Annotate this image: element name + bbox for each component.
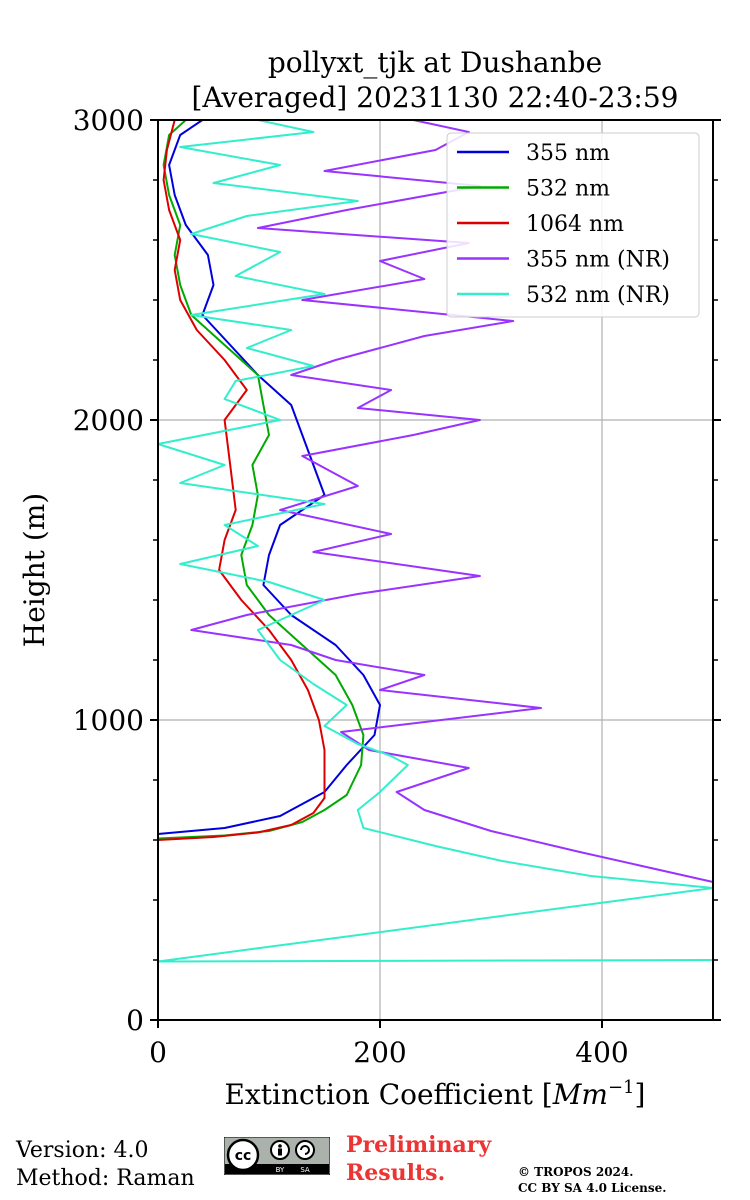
series-line-0: [157, 119, 381, 835]
series-line-2: [157, 119, 326, 841]
y-tick-label: 1000: [73, 704, 144, 737]
legend-label: 355 nm: [526, 141, 610, 166]
plot-frame: [157, 119, 714, 1021]
preliminary-text-line2: Results.: [346, 1160, 446, 1186]
legend-label: 532 nm (NR): [526, 283, 670, 308]
x-tick-label: 0: [149, 1036, 167, 1069]
axis-ticks: 0 200 400 0 1000 2000 3000: [73, 104, 721, 1069]
series-layer: [157, 119, 714, 963]
legend: 355 nm 532 nm 1064 nm 355 nm (NR) 532 nm (NR…: [446, 132, 700, 318]
sa-text: SA: [300, 1166, 310, 1174]
cc-by-sa-icon: cc BY SA: [224, 1137, 330, 1175]
method-text: Method: Raman: [16, 1166, 195, 1191]
x-axis-label: Extinction Coefficient [Mm−1]: [225, 1077, 646, 1111]
chart-title-line2: [Averaged] 20231130 22:40-23:59: [192, 81, 679, 114]
x-axis-label-exp: −1: [608, 1077, 635, 1098]
y-tick-label: 3000: [73, 104, 144, 137]
copyright-line2: CC BY SA 4.0 License.: [518, 1181, 667, 1195]
y-tick-label: 2000: [73, 404, 144, 437]
x-tick-label: 400: [575, 1036, 628, 1069]
x-axis-label-unit: Mm: [552, 1078, 608, 1111]
version-text: Version: 4.0: [16, 1138, 149, 1163]
legend-label: 1064 nm: [526, 212, 624, 237]
x-tick-label: 200: [353, 1036, 406, 1069]
extinction-chart: pollyxt_tjk at Dushanbe [Averaged] 20231…: [18, 46, 721, 1111]
legend-label: 355 nm (NR): [526, 248, 670, 273]
x-axis-label-close: ]: [635, 1078, 646, 1111]
copyright-line1: © TROPOS 2024.: [518, 1165, 634, 1179]
x-axis-label-text: Extinction Coefficient [: [225, 1078, 553, 1111]
cc-text: cc: [235, 1148, 252, 1164]
by-text: BY: [276, 1166, 285, 1174]
series-line-4: [157, 119, 714, 963]
y-axis-label: Height (m): [18, 493, 51, 647]
preliminary-text-line1: Preliminary: [346, 1132, 492, 1158]
legend-label: 532 nm: [526, 177, 610, 202]
legend-box: [446, 132, 700, 318]
series-line-1: [157, 119, 365, 840]
y-tick-label: 0: [126, 1004, 144, 1037]
chart-title-line1: pollyxt_tjk at Dushanbe: [268, 46, 602, 79]
